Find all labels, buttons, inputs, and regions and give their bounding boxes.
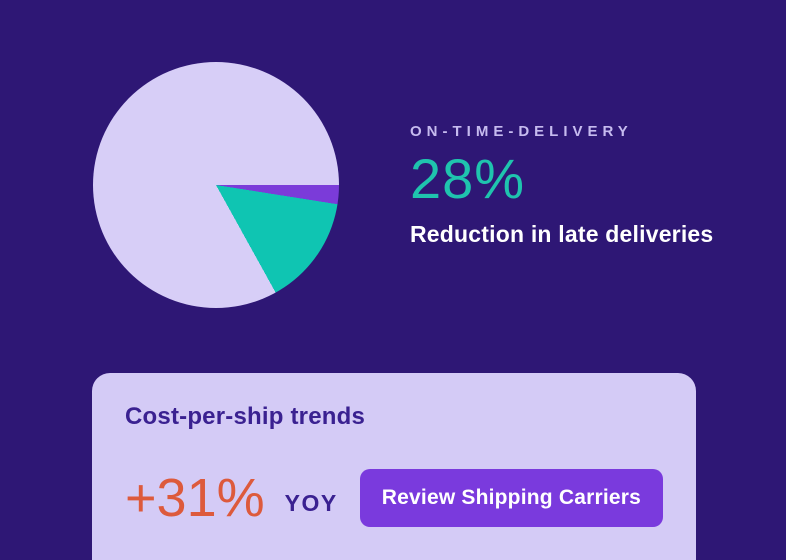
trend-value: +31% <box>125 468 265 528</box>
trend-stat: +31% YOY <box>125 471 338 525</box>
cost-per-ship-card: Cost-per-ship trends +31% YOY Review Shi… <box>92 373 696 560</box>
card-title: Cost-per-ship trends <box>125 403 366 430</box>
pie-chart <box>93 62 339 308</box>
stats-block: ON-TIME-DELIVERY 28% Reduction in late d… <box>410 123 713 248</box>
card-row: +31% YOY Review Shipping Carriers <box>125 469 663 527</box>
trend-period: YOY <box>284 489 338 516</box>
review-shipping-carriers-button[interactable]: Review Shipping Carriers <box>359 469 663 527</box>
stat-value: 28% <box>410 147 526 210</box>
stat-description: Reduction in late deliveries <box>410 221 714 247</box>
section-label: ON-TIME-DELIVERY <box>410 123 633 140</box>
